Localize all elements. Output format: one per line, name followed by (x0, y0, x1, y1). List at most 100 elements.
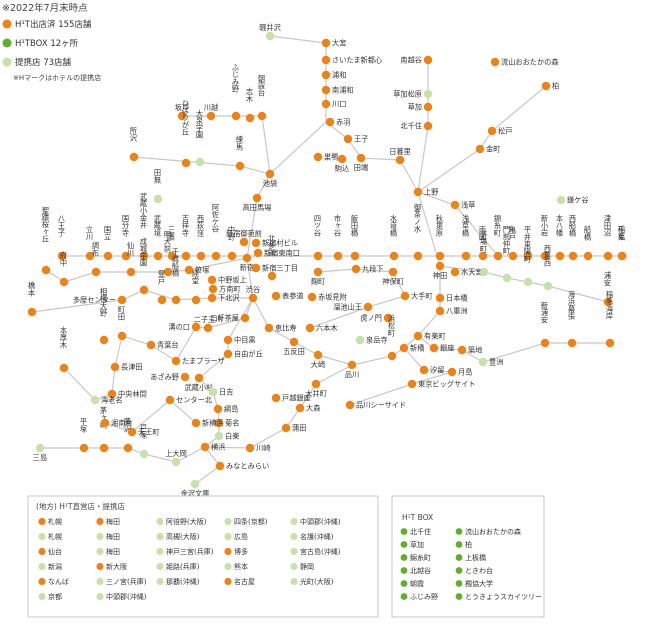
station-marker (153, 194, 163, 204)
station-label: 大宮 (332, 39, 346, 48)
station-label: 川越 (204, 103, 218, 112)
station-label: 蒲田 (292, 424, 306, 433)
legend-label-0: H¹T出店済 155店舗 (15, 19, 92, 30)
station-label: 日本橋 (446, 294, 468, 303)
station-南浦和: 南浦和 (321, 86, 354, 95)
box-marker (400, 593, 408, 600)
station-湘南台: 湘南台 (100, 419, 133, 428)
station-marker (248, 293, 258, 303)
station-label: 金沢文庫 (181, 489, 210, 498)
station-吉祥寺: 吉祥寺 (182, 215, 191, 261)
station-marker (311, 379, 321, 389)
station-label: センター北 (176, 396, 212, 405)
station-調布: 調布 (92, 241, 101, 277)
station-蒲田: 蒲田 (281, 424, 306, 433)
station-label: 経堂 (192, 269, 201, 284)
regional-marker (224, 562, 232, 571)
regional-item: 名古屋 (234, 577, 255, 586)
station-北千住: 北千住 (400, 122, 433, 131)
station-marker (540, 338, 550, 348)
regional-marker (96, 532, 104, 541)
station-label: 町田 (118, 306, 127, 322)
station-label: 平塚 (80, 418, 89, 434)
station-marker (478, 251, 488, 261)
regional-marker (38, 547, 46, 556)
station-label: 両国 (479, 226, 488, 242)
station-label: 綱島 (224, 405, 238, 414)
station-label: 吉祥寺 (182, 215, 191, 237)
station-label: 本八幡 (556, 214, 565, 237)
station-marker (617, 251, 627, 261)
station-marker (435, 306, 445, 316)
station-marker (383, 313, 393, 323)
station-東陽町: 東陽町 (524, 240, 533, 287)
station-marker (245, 443, 255, 453)
station-麹町: 麹町 (311, 267, 325, 286)
station-label: 市ヶ谷 (334, 214, 343, 237)
station-label: 六本木 (316, 324, 338, 333)
regional-item: 高槻(大阪) (166, 532, 200, 541)
station-marker (153, 251, 163, 261)
station-label: 三島 (33, 453, 47, 462)
station-label: 品川 (345, 370, 359, 379)
station-marker (363, 302, 373, 312)
station-marker (413, 251, 423, 261)
station-多摩センター: 多摩センター (73, 296, 127, 305)
station-西船橋: 西船橋 (569, 215, 578, 261)
station-label: 中野坂上 (218, 276, 247, 285)
station-marker (208, 284, 218, 294)
regional-marker (156, 562, 164, 571)
station-label: 千歳船橋 (172, 247, 181, 278)
station-巣鴨: 巣鴨 (313, 152, 338, 162)
station-marker (556, 195, 566, 205)
box-item: ふじみ野 (410, 593, 438, 601)
regional-item: 那覇(沖縄) (166, 577, 200, 586)
station-登戸: 登戸 (157, 269, 167, 305)
station-label: 八重洲 (446, 307, 468, 316)
box-item: 上板橋 (465, 553, 486, 562)
regional-item: 梅田 (106, 547, 120, 556)
station-marker (313, 152, 323, 162)
regional-marker (290, 517, 298, 526)
station-門前仲町: 門前仲町 (503, 226, 512, 283)
station-両国: 両国 (478, 226, 488, 261)
station-二子玉川: 二子玉川 (194, 315, 222, 333)
station-label: 築地 (468, 346, 482, 355)
station-label: 水道橋 (390, 214, 399, 237)
station-marker (337, 154, 347, 164)
regional-item: 新潟 (48, 562, 62, 571)
station-label: 千葉 (618, 225, 627, 241)
station-marker (321, 70, 331, 80)
station-label: 門前仲町 (503, 226, 512, 255)
box-marker (455, 580, 463, 587)
station-金町: 金町 (475, 145, 500, 154)
station-海老名: 海老名 (90, 396, 123, 405)
station-label: 本厚木 (60, 326, 69, 349)
station-label: 船橋 (584, 225, 593, 241)
station-大崎: 大崎 (311, 350, 325, 369)
station-label: 池袋 (263, 179, 277, 188)
station-橋本: 橋本 (28, 281, 37, 317)
station-label: 東陽町 (524, 240, 533, 262)
station-marker (41, 265, 51, 275)
station-marker (191, 322, 201, 332)
station-label: 松戸 (498, 127, 512, 136)
regional-item: 神戸三宮(兵庫) (166, 547, 214, 556)
station-自由が丘: 自由が丘 (223, 350, 263, 359)
station-label: 亀戸 (509, 225, 518, 241)
station-marker (190, 479, 200, 489)
regional-marker (96, 562, 104, 571)
station-marker (129, 152, 139, 162)
station-marker (493, 251, 503, 261)
station-label: 川口 (332, 100, 346, 109)
station-label: 中央林間 (118, 390, 147, 399)
station-marker (399, 343, 409, 353)
station-marker (227, 251, 237, 261)
station-国立: 国立 (104, 226, 113, 261)
station-marker (388, 267, 398, 277)
station-marker (347, 360, 357, 370)
station-label: 巣鴨 (324, 153, 338, 162)
station-label: 水天宮 (461, 268, 483, 277)
station-marker (157, 295, 167, 305)
